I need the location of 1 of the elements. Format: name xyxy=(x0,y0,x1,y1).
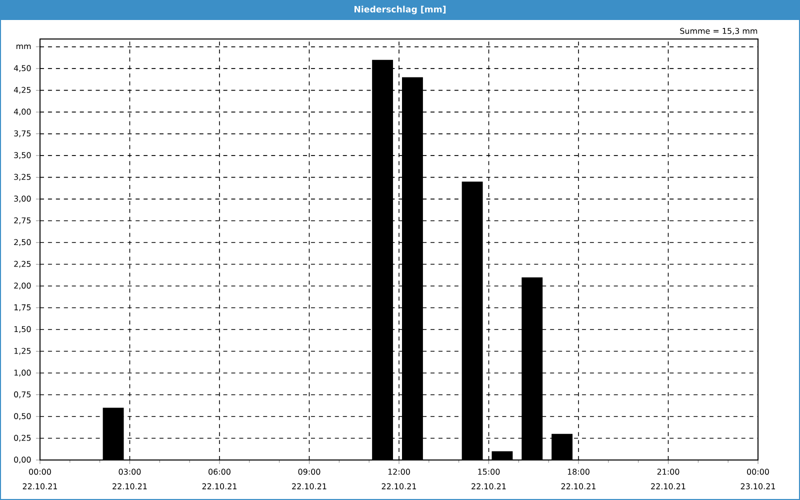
chart-title: Niederschlag [mm] xyxy=(354,6,446,14)
